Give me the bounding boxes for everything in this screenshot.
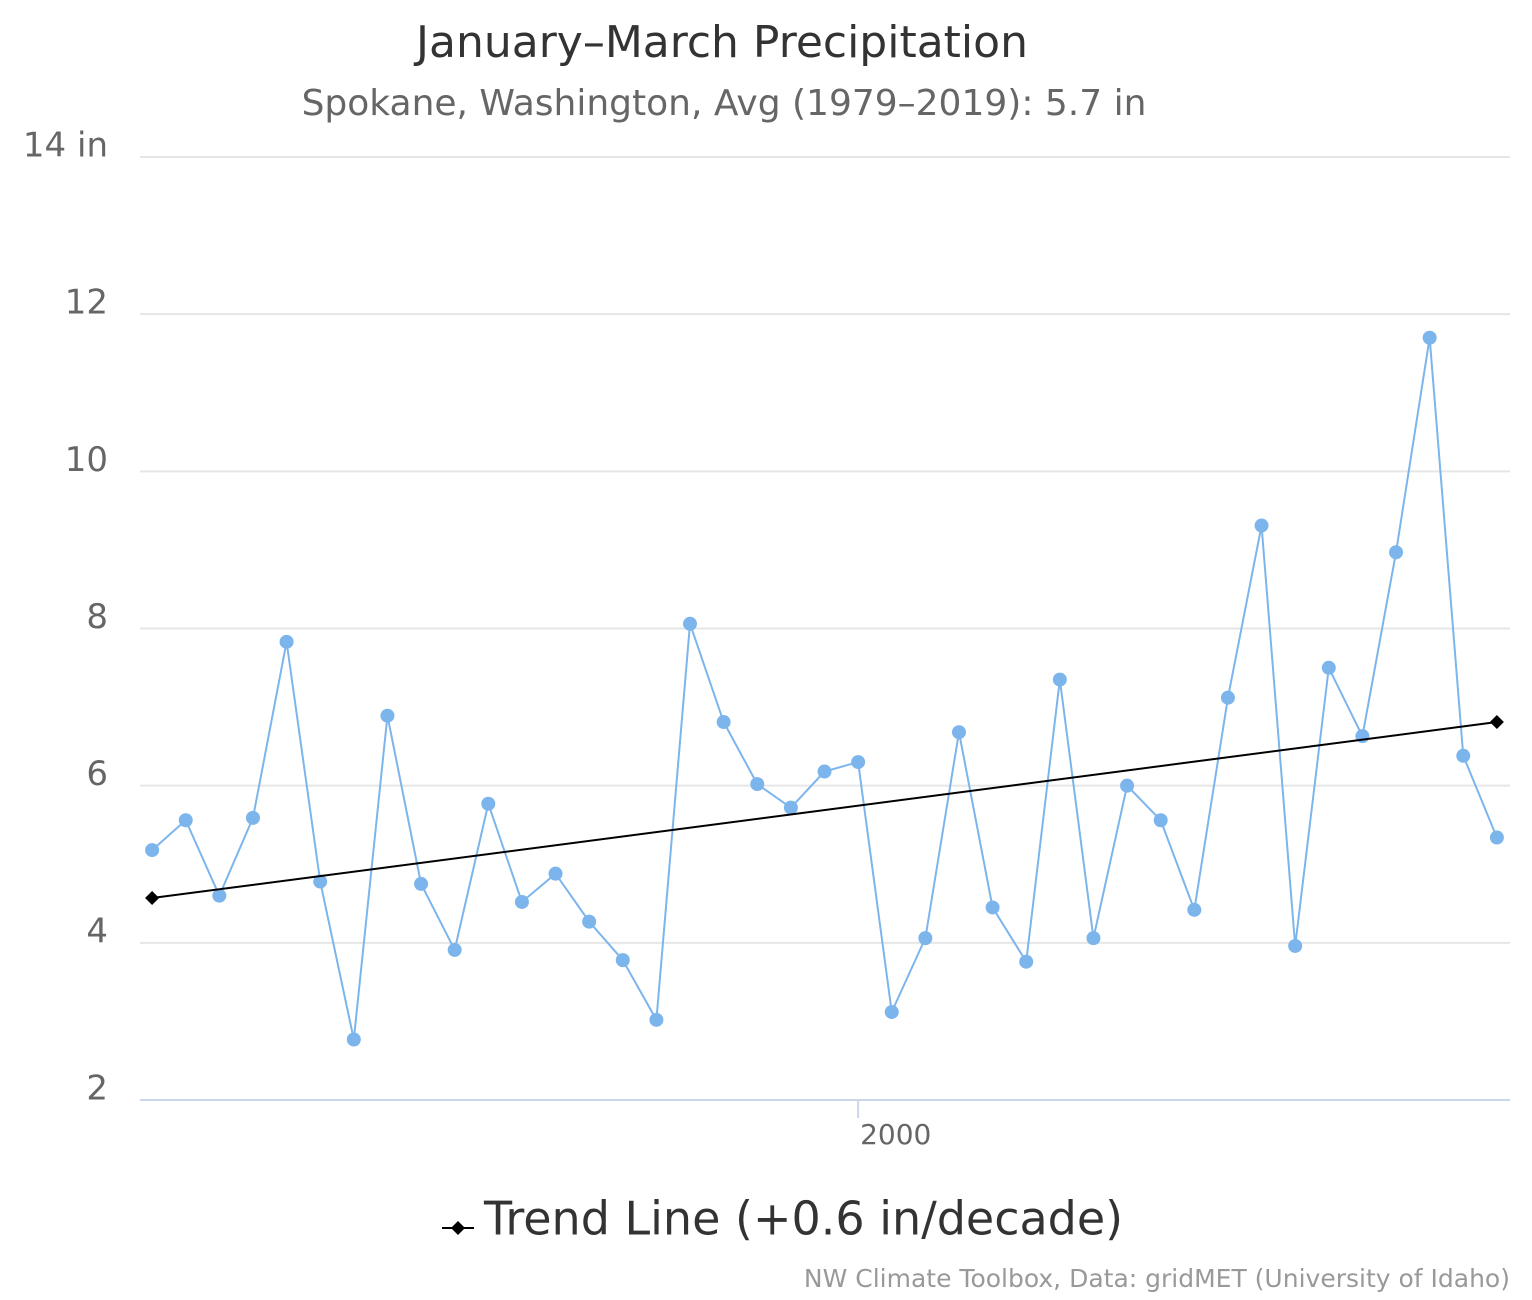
data-point: [178, 813, 193, 828]
x-tick-label: 2000: [860, 1118, 931, 1151]
y-tick-label: 4: [86, 911, 108, 951]
data-point: [582, 914, 597, 929]
data-point: [1220, 690, 1235, 705]
y-tick-label: 12: [65, 283, 108, 323]
data-point: [1019, 954, 1034, 969]
data-point: [951, 725, 966, 740]
data-point: [1389, 545, 1404, 560]
credits: NW Climate Toolbox, Data: gridMET (Unive…: [804, 1264, 1510, 1293]
data-point: [481, 796, 496, 811]
data-point: [447, 942, 462, 957]
data-line: [151, 337, 1498, 1040]
data-point: [245, 810, 260, 825]
data-point: [212, 888, 227, 903]
data-point: [1489, 830, 1504, 845]
legend-marker: [451, 1221, 465, 1235]
trend-marker: [1489, 715, 1504, 730]
y-tick-label: 6: [86, 754, 108, 794]
data-point: [750, 777, 765, 792]
data-point: [1456, 748, 1471, 763]
y-tick-label: 10: [65, 440, 108, 480]
y-tick-label: 8: [86, 597, 108, 637]
trend-line: [151, 721, 1498, 900]
data-point: [615, 953, 630, 968]
data-point: [817, 764, 832, 779]
data-point: [313, 874, 328, 889]
data-point: [1288, 938, 1303, 953]
data-point: [1254, 518, 1269, 533]
data-point: [145, 843, 160, 858]
data-point: [851, 755, 866, 770]
data-point: [1422, 330, 1437, 345]
data-point: [380, 708, 395, 723]
data-point: [414, 876, 429, 891]
data-point: [918, 931, 933, 946]
data-point: [783, 800, 798, 815]
y-tick-label: 14 in: [23, 126, 108, 166]
data-point: [1052, 672, 1067, 687]
trend-marker: [145, 891, 160, 906]
data-point: [514, 894, 529, 909]
data-point: [683, 616, 698, 631]
chart-title: January–March Precipitation: [413, 17, 1028, 68]
data-point: [1086, 931, 1101, 946]
data-point: [346, 1032, 361, 1047]
data-point: [548, 866, 563, 881]
data-point: [1321, 660, 1336, 675]
data-point: [716, 715, 731, 730]
data-point: [985, 900, 1000, 915]
legend-label: Trend Line (+0.6 in/decade): [483, 1192, 1123, 1246]
data-point: [649, 1012, 664, 1027]
data-point: [279, 634, 294, 649]
data-point: [1187, 902, 1202, 917]
data-point: [1120, 778, 1135, 793]
chart-subtitle: Spokane, Washington, Avg (1979–2019): 5.…: [302, 83, 1147, 124]
data-point: [1153, 813, 1168, 828]
y-tick-label: 2: [86, 1069, 108, 1109]
data-point: [884, 1004, 899, 1019]
